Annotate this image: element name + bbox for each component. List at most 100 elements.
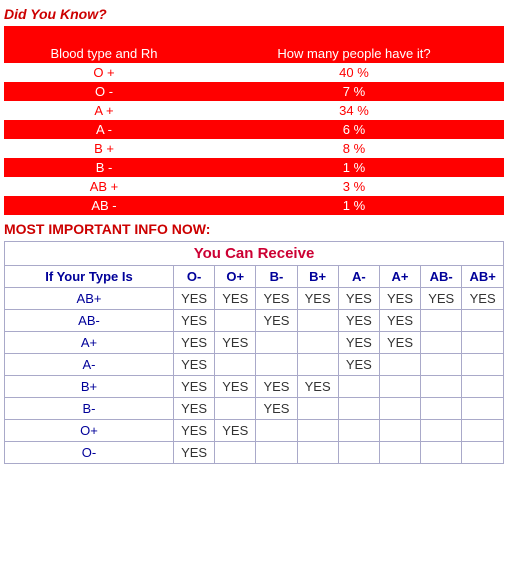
row-label: A-: [5, 354, 174, 376]
cell: [462, 332, 504, 354]
blood-pct-cell: 8 %: [204, 139, 504, 158]
cell: [297, 332, 338, 354]
row-label: AB+: [5, 288, 174, 310]
cell: YES: [256, 310, 297, 332]
blood-pct-cell: 7 %: [204, 82, 504, 101]
cell: YES: [338, 354, 379, 376]
cell: [421, 442, 462, 464]
blood-type-cell: A +: [4, 101, 204, 120]
blood-prevalence-table: Blood type and Rh How many people have i…: [4, 26, 504, 215]
blood-pct-cell: 1 %: [204, 158, 504, 177]
cell: [462, 354, 504, 376]
cell: [338, 376, 379, 398]
cell: YES: [174, 332, 215, 354]
blood-pct-cell: 40 %: [204, 63, 504, 82]
cell: YES: [421, 288, 462, 310]
cell: YES: [297, 288, 338, 310]
cell: [379, 376, 420, 398]
cell: YES: [174, 354, 215, 376]
cell: [338, 420, 379, 442]
cell: [421, 376, 462, 398]
cell: [379, 398, 420, 420]
table-row: AB -1 %: [4, 196, 504, 215]
col-header: B-: [256, 266, 297, 288]
table-top-bar: [4, 26, 504, 44]
blood-pct-cell: 6 %: [204, 120, 504, 139]
blood-type-cell: AB -: [4, 196, 204, 215]
col-header: A-: [338, 266, 379, 288]
cell: [421, 310, 462, 332]
cell: [462, 310, 504, 332]
cell: [421, 420, 462, 442]
table-row: B-YESYES: [5, 398, 504, 420]
blood-pct-cell: 3 %: [204, 177, 504, 196]
receive-header-row: If Your Type Is O- O+ B- B+ A- A+ AB- AB…: [5, 266, 504, 288]
header-blood-type: Blood type and Rh: [4, 44, 204, 63]
table-row: O+YESYES: [5, 420, 504, 442]
cell: [462, 442, 504, 464]
row-label: O-: [5, 442, 174, 464]
blood-type-cell: B -: [4, 158, 204, 177]
blood-type-cell: B +: [4, 139, 204, 158]
table-row: O +40 %: [4, 63, 504, 82]
table-row: AB+YESYESYESYESYESYESYESYES: [5, 288, 504, 310]
cell: [338, 398, 379, 420]
cell: [379, 354, 420, 376]
cell: YES: [174, 288, 215, 310]
col-header: O+: [215, 266, 256, 288]
cell: [297, 442, 338, 464]
table-row: AB +3 %: [4, 177, 504, 196]
header-how-many: How many people have it?: [204, 44, 504, 63]
cell: YES: [379, 288, 420, 310]
row-label: AB-: [5, 310, 174, 332]
blood-type-cell: O +: [4, 63, 204, 82]
cell: YES: [215, 288, 256, 310]
cell: YES: [174, 310, 215, 332]
cell: [256, 354, 297, 376]
cell: [421, 354, 462, 376]
cell: YES: [215, 376, 256, 398]
table-row: B +8 %: [4, 139, 504, 158]
table-row: B+YESYESYESYES: [5, 376, 504, 398]
receive-title: You Can Receive: [5, 242, 504, 266]
table-row: AB-YESYESYESYES: [5, 310, 504, 332]
blood-type-cell: O -: [4, 82, 204, 101]
cell: [256, 442, 297, 464]
cell: YES: [215, 420, 256, 442]
row-label: B+: [5, 376, 174, 398]
cell: [297, 398, 338, 420]
blood-pct-cell: 1 %: [204, 196, 504, 215]
table-row: O-YES: [5, 442, 504, 464]
cell: YES: [379, 332, 420, 354]
cell: [215, 442, 256, 464]
col-header: A+: [379, 266, 420, 288]
cell: YES: [297, 376, 338, 398]
col-header: AB+: [462, 266, 504, 288]
compatibility-table: You Can Receive If Your Type Is O- O+ B-…: [4, 241, 504, 464]
cell: [462, 376, 504, 398]
cell: YES: [256, 288, 297, 310]
cell: YES: [338, 288, 379, 310]
cell: YES: [256, 376, 297, 398]
table-row: O -7 %: [4, 82, 504, 101]
cell: [338, 442, 379, 464]
blood-pct-cell: 34 %: [204, 101, 504, 120]
cell: YES: [174, 442, 215, 464]
cell: YES: [174, 398, 215, 420]
cell: [215, 310, 256, 332]
cell: [215, 398, 256, 420]
cell: YES: [174, 376, 215, 398]
cell: YES: [462, 288, 504, 310]
row-label: O+: [5, 420, 174, 442]
col-header: B+: [297, 266, 338, 288]
cell: YES: [338, 332, 379, 354]
table-row: A +34 %: [4, 101, 504, 120]
cell: [462, 420, 504, 442]
col-header: AB-: [421, 266, 462, 288]
table-row: B -1 %: [4, 158, 504, 177]
cell: [297, 354, 338, 376]
blood-type-cell: A -: [4, 120, 204, 139]
did-you-know-heading: Did You Know?: [4, 6, 511, 22]
table-header-row: Blood type and Rh How many people have i…: [4, 44, 504, 63]
cell: [297, 310, 338, 332]
